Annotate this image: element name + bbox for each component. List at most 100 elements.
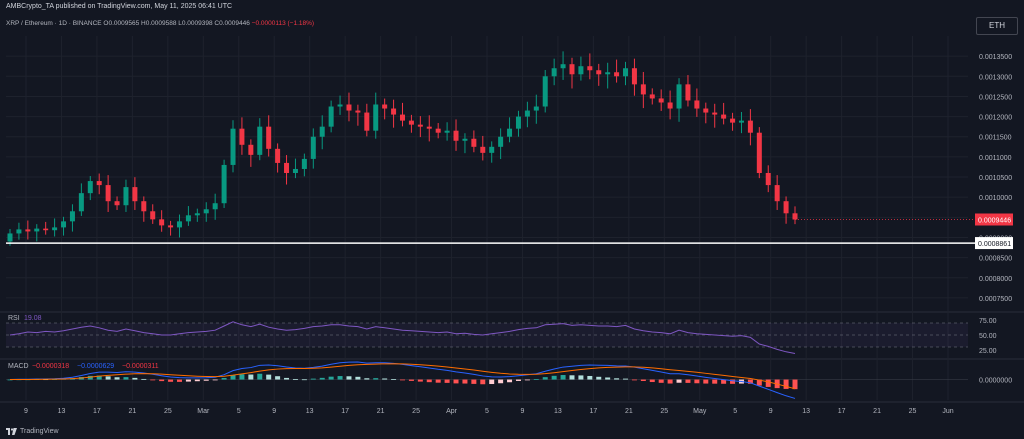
x-tick-label: Apr — [446, 408, 458, 415]
candle-body — [498, 136, 504, 147]
x-tick-label: 5 — [733, 408, 737, 415]
macd-histogram-bar — [114, 377, 120, 380]
candle-body — [533, 106, 539, 111]
macd-histogram-bar — [783, 379, 789, 389]
candle-body — [569, 64, 575, 75]
macd-histogram-bar — [248, 374, 254, 380]
candle-body — [605, 72, 611, 75]
x-tick-label: 13 — [802, 408, 810, 415]
candle-body — [78, 193, 84, 212]
candle-body — [25, 229, 31, 232]
y-tick-label: 0.0011000 — [979, 155, 1012, 162]
candle-body — [730, 118, 736, 123]
candle-body — [560, 64, 566, 69]
macd-histogram-bar — [284, 377, 290, 380]
macd-histogram-bar — [257, 373, 263, 380]
x-tick-label: 5 — [237, 408, 241, 415]
candle-body — [310, 136, 316, 159]
y-tick-label: 0.0012000 — [979, 115, 1012, 122]
candle-body — [747, 120, 753, 133]
macd-histogram-bar — [596, 376, 602, 380]
y-tick-label: 0.0008000 — [979, 276, 1012, 283]
macd-histogram-bar — [373, 378, 379, 380]
candle-body — [542, 76, 548, 107]
candle-body — [230, 128, 236, 165]
macd-histogram-bar — [515, 379, 521, 381]
hline-price-label: 0.0008861 — [978, 241, 1011, 248]
macd-histogram-bar — [96, 375, 102, 380]
y-tick-label: 0.0010500 — [979, 175, 1012, 182]
candle-body — [685, 84, 691, 101]
macd-value-label: −0.0000318 — [32, 363, 69, 370]
macd-histogram-bar — [364, 378, 370, 380]
macd-histogram-bar — [569, 375, 575, 380]
macd-histogram-bar — [230, 375, 236, 380]
last-price-label: 0.0009446 — [978, 217, 1011, 224]
x-tick-label: 9 — [24, 408, 28, 415]
candle-body — [649, 94, 655, 99]
candle-body — [667, 102, 673, 109]
macd-histogram-bar — [123, 377, 129, 380]
macd-histogram-bar — [587, 375, 593, 380]
candle-body — [382, 104, 388, 109]
candle-body — [212, 203, 218, 210]
x-tick-label: 25 — [164, 408, 172, 415]
macd-tick-label: 0.0000000 — [979, 378, 1012, 385]
x-tick-label: 17 — [93, 408, 101, 415]
candle-body — [435, 128, 441, 133]
macd-histogram-bar — [703, 379, 709, 384]
currency-button[interactable]: ETH — [976, 17, 1018, 35]
macd-line — [9, 361, 796, 399]
macd-histogram-bar — [150, 379, 156, 381]
x-tick-label: May — [693, 408, 707, 415]
macd-histogram-bar — [792, 379, 798, 390]
candle-body — [408, 120, 414, 125]
candle-body — [524, 110, 530, 117]
macd-value-label: −0.0000311 — [122, 363, 159, 370]
candle-body — [328, 106, 334, 127]
candle-body — [783, 201, 789, 214]
candle-body — [703, 108, 709, 113]
candle-body — [16, 229, 22, 234]
y-tick-label: 0.0013500 — [979, 54, 1012, 61]
candle-body — [105, 185, 111, 202]
candle-body — [337, 104, 343, 107]
change-value: −0.0000113 (−1.18%) — [251, 20, 315, 27]
y-tick-label: 0.0008500 — [979, 256, 1012, 263]
candle-body — [712, 112, 718, 115]
symbol-legend: XRP / Ethereum · 1D · BINANCE O0.0009565… — [6, 20, 314, 27]
candle-body — [792, 213, 798, 220]
candle-body — [203, 209, 209, 214]
candle-body — [114, 201, 120, 206]
macd-histogram-bar — [658, 379, 664, 383]
x-tick-label: 21 — [128, 408, 136, 415]
macd-histogram-bar — [649, 379, 655, 383]
macd-value-label: −0.0000629 — [77, 363, 114, 370]
candle-body — [176, 221, 182, 228]
macd-histogram-bar — [694, 379, 700, 384]
rsi-value-label: 19.08 — [24, 315, 42, 322]
candle-body — [694, 100, 700, 109]
macd-histogram-bar — [400, 379, 405, 381]
macd-histogram-bar — [435, 379, 441, 383]
candle-body — [462, 138, 468, 141]
tradingview-logo-icon — [6, 427, 17, 435]
macd-histogram-bar — [105, 376, 111, 380]
rsi-tick-label: 25.00 — [979, 348, 997, 355]
macd-histogram-bar — [266, 374, 272, 380]
x-tick-label: 21 — [625, 408, 633, 415]
macd-histogram-bar — [239, 374, 245, 380]
macd-histogram-bar — [542, 377, 548, 380]
candle-body — [721, 114, 727, 119]
macd-histogram-bar — [203, 379, 209, 381]
candle-body — [640, 84, 646, 95]
macd-histogram-bar — [524, 379, 530, 381]
x-tick-label: 25 — [412, 408, 420, 415]
macd-histogram-bar — [453, 379, 459, 384]
candle-body — [373, 104, 379, 131]
macd-title: MACD — [8, 363, 29, 370]
candle-body — [319, 126, 325, 137]
footer: TradingView — [0, 425, 1024, 439]
x-tick-label: 13 — [306, 408, 314, 415]
